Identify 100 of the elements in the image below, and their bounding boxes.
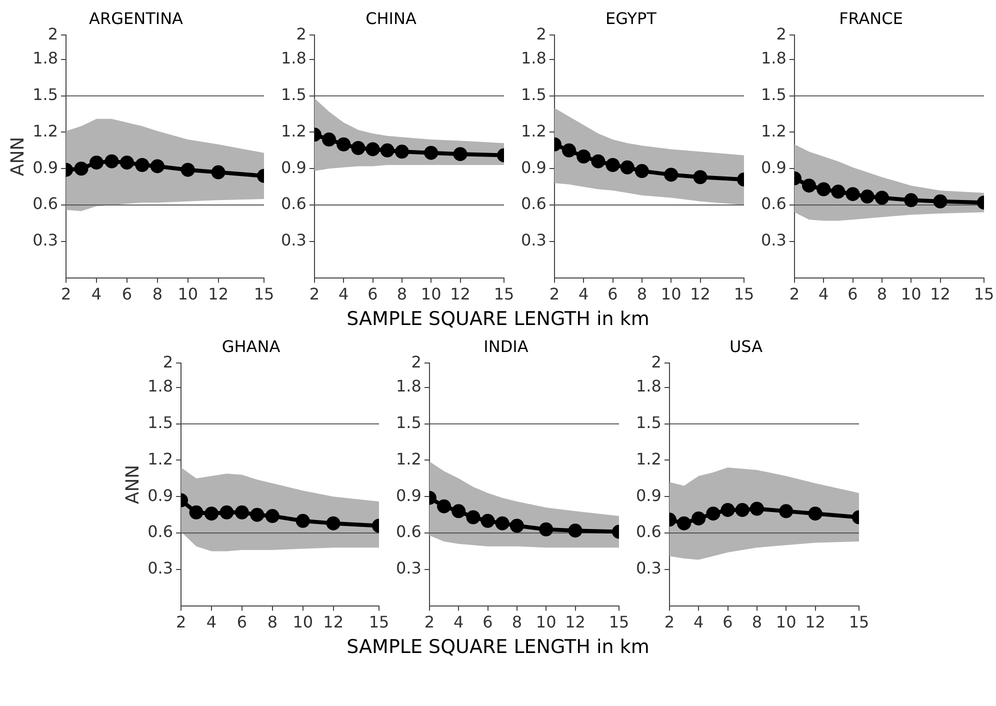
x-tick-label: 12 [690,284,710,304]
point [568,524,582,538]
x-tick-label: 8 [512,612,522,632]
point [750,502,764,516]
x-tick-label: 10 [660,284,682,304]
y-tick-label: 0.3 [636,558,662,578]
y-tick-label: 1.2 [636,449,662,468]
x-tick-label: 10 [178,284,198,304]
y-tick-label: 0.3 [396,558,422,578]
y-tick-label: 0.6 [148,522,174,542]
y-tick-label: 0.6 [396,522,422,542]
x-tick-label: 2 [309,284,320,304]
y-tick-label: 0.9 [636,486,662,505]
x-tick-label: 4 [454,612,464,632]
point [779,504,794,518]
point [466,510,480,524]
point [693,170,708,184]
x-tick-label: 10 [900,284,922,304]
x-tick-label: 15 [734,284,754,304]
point [322,132,336,147]
point [90,156,104,170]
point [720,502,735,517]
x-tick-label: 2 [424,612,435,632]
point [591,154,606,168]
point [250,508,264,522]
x-tick-label: 12 [930,284,950,304]
x-tick-label: 8 [876,284,888,304]
y-tick-label: 2 [48,24,58,44]
point [336,137,351,152]
point [808,506,822,521]
y-tick-label: 1.5 [148,413,174,432]
x-tick-label: 8 [152,284,163,304]
x-tick-label: 12 [450,284,470,304]
x-tick-label: 2 [176,612,186,632]
y-tick-label: 0.6 [32,194,58,214]
point [620,160,634,174]
chart-title: ARGENTINA [89,8,184,28]
x-tick-label: 12 [208,284,228,304]
chart-title: GHANA [222,336,280,356]
x-tick-label: 4 [578,284,589,304]
y-tick-label: 1.5 [280,85,306,104]
y-tick-label: 1.8 [520,48,546,68]
y-tick-label: 0.9 [520,158,546,177]
y-tick-label: 2 [776,24,786,44]
x-tick-label: 10 [776,612,796,632]
x-tick-label: 4 [91,284,102,304]
point [606,158,620,172]
x-tick-label: 15 [848,612,870,632]
x-tick-label: 6 [482,612,493,632]
y-tick-label: 0.3 [280,230,306,250]
x-axis-title: SAMPLE SQUARE LENGTH in km [346,308,650,332]
y-tick-label: 0.3 [520,230,546,250]
y-tick-label: 1.2 [520,121,546,140]
x-tick-label: 10 [536,612,556,632]
point [634,164,649,178]
y-tick-label: 1.8 [148,376,174,396]
point [664,168,678,182]
point [220,505,234,520]
y-tick-label: 1.2 [280,121,306,140]
chart-title: USA [729,336,763,356]
y-tick-label: 1.8 [32,48,58,68]
y-tick-label: 2 [651,352,662,372]
y-tick-label: 2 [411,352,422,372]
point [326,516,340,530]
chart-title: EGYPT [606,8,657,28]
y-tick-label: 0.6 [760,194,786,214]
x-tick-label: 6 [368,284,378,304]
point [380,143,394,158]
y-tick-label: 1.5 [520,85,546,104]
y-tick-label: 1.5 [760,85,786,104]
point [816,182,831,196]
point [706,506,720,521]
y-tick-label: 1.5 [636,413,662,432]
chart-title: CHINA [366,8,416,28]
x-tick-label: 4 [206,612,217,632]
y-tick-label: 1.2 [148,449,174,468]
point [933,194,948,208]
y-tick-label: 1.2 [396,449,422,468]
x-tick-label: 4 [818,284,829,304]
y-tick-label: 0.9 [148,486,174,505]
x-tick-label: 15 [608,612,630,632]
y-tick-label: 2 [162,352,174,372]
chart-title: INDIA [484,336,528,356]
point [211,165,226,180]
point [495,516,510,530]
point [831,184,846,199]
x-tick-label: 4 [694,612,704,632]
x-tick-label: 12 [323,612,344,632]
point [366,142,380,156]
y-tick-label: 0.9 [396,486,422,505]
y-tick-label: 1.8 [280,48,306,68]
x-tick-label: 12 [565,612,586,632]
x-tick-label: 6 [848,284,858,304]
y-tick-label: 1.8 [760,48,786,68]
point [692,511,706,526]
y-tick-label: 1.5 [396,413,422,432]
x-tick-label: 10 [420,284,442,304]
y-tick-label: 0.3 [148,558,174,578]
point [453,147,468,162]
x-tick-label: 2 [60,284,72,304]
